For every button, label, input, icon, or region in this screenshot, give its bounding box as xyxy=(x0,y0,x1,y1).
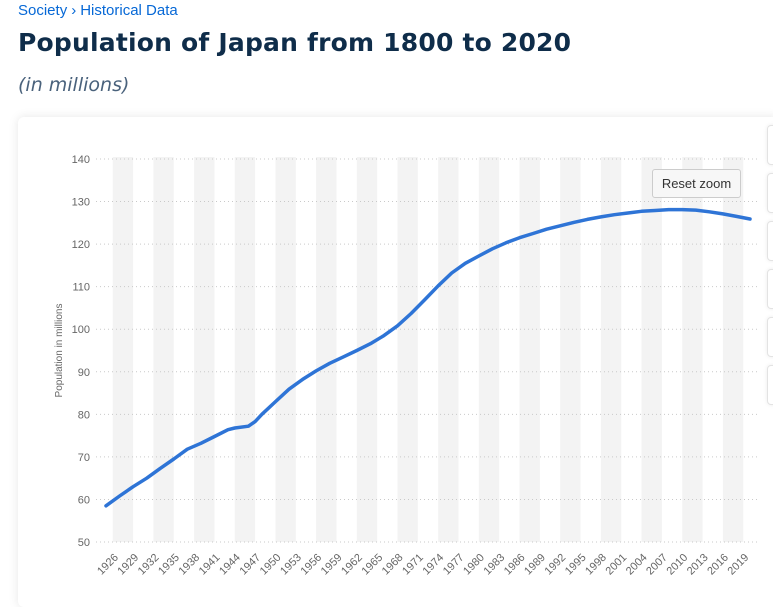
x-tick-label: 1950 xyxy=(258,552,284,578)
x-tick-label: 1992 xyxy=(543,552,569,578)
grid-band xyxy=(316,157,337,542)
population-chart[interactable]: 50 60 70 80 90 100 110 120 130 140 Population in m… xyxy=(18,117,773,607)
y-tick-label: 60 xyxy=(78,494,90,506)
x-tick-label: 1962 xyxy=(339,552,365,578)
side-tool-button[interactable] xyxy=(767,365,773,405)
side-tool-button[interactable] xyxy=(767,125,773,165)
breadcrumb-separator: › xyxy=(71,2,77,19)
reset-zoom-button[interactable]: Reset zoom xyxy=(652,169,741,198)
side-toolbar xyxy=(767,125,773,413)
x-tick-label: 1980 xyxy=(461,552,487,578)
x-tick-label: 2019 xyxy=(726,552,752,578)
x-tick-label: 1995 xyxy=(563,552,589,578)
grid-band xyxy=(112,157,134,542)
x-tick-label: 1932 xyxy=(136,552,162,578)
x-tick-label: 1935 xyxy=(156,552,182,578)
grid-band xyxy=(600,157,622,542)
x-tick-label: 1926 xyxy=(95,552,121,578)
x-tick-label: 1959 xyxy=(319,552,345,578)
x-tick-label: 1941 xyxy=(197,552,223,578)
x-tick-label: 1968 xyxy=(380,552,406,578)
x-tick-label: 1986 xyxy=(502,552,528,578)
x-tick-label: 1983 xyxy=(482,552,508,578)
grid-band xyxy=(682,157,703,542)
grid-band xyxy=(560,157,581,542)
page-title: Population of Japan from 1800 to 2020 xyxy=(18,28,572,57)
x-tick-label: 2016 xyxy=(705,552,731,578)
y-tick-label: 100 xyxy=(72,324,90,336)
breadcrumb-historical-data-link[interactable]: Historical Data xyxy=(80,2,178,19)
grid-band xyxy=(194,157,215,542)
x-tick-label: 1956 xyxy=(298,552,324,578)
y-tick-label: 110 xyxy=(72,282,90,294)
population-line xyxy=(104,207,752,508)
x-tick-label: 1953 xyxy=(278,552,304,578)
grid-band xyxy=(356,157,378,542)
x-tick-label: 2013 xyxy=(685,552,711,578)
grid-band xyxy=(641,157,662,542)
x-tick-label: 1989 xyxy=(522,552,548,578)
x-tick-label: 1974 xyxy=(420,552,446,578)
grid-band xyxy=(234,157,256,542)
x-tick-label: 2010 xyxy=(665,552,691,578)
grid-band xyxy=(438,157,459,542)
y-axis-title: Population in millions xyxy=(54,304,65,398)
breadcrumb-society-link[interactable]: Society xyxy=(18,2,68,19)
grid-band xyxy=(397,157,418,542)
side-tool-button[interactable] xyxy=(767,269,773,309)
x-tick-label: 1938 xyxy=(176,552,202,578)
x-tick-label: 1929 xyxy=(115,552,141,578)
x-tick-label: 1971 xyxy=(400,552,426,578)
side-tool-button[interactable] xyxy=(767,317,773,357)
x-tick-label: 1998 xyxy=(583,552,609,578)
y-tick-label: 70 xyxy=(78,452,90,464)
breadcrumb: Society › Historical Data xyxy=(18,2,178,19)
side-tool-button[interactable] xyxy=(767,221,773,261)
y-tick-label: 120 xyxy=(72,239,90,251)
y-tick-label: 140 xyxy=(72,154,90,166)
x-tick-label: 1965 xyxy=(359,552,385,578)
y-tick-label: 80 xyxy=(78,409,90,421)
grid-band xyxy=(153,157,174,542)
side-tool-button[interactable] xyxy=(767,173,773,213)
x-tick-label: 2007 xyxy=(644,552,670,578)
x-tick-label: 1944 xyxy=(217,552,243,578)
y-tick-label: 50 xyxy=(78,537,90,549)
y-tick-label: 90 xyxy=(78,367,90,379)
y-tick-label: 130 xyxy=(72,197,90,209)
x-tick-label: 1977 xyxy=(441,552,467,578)
chart-card: 50 60 70 80 90 100 110 120 130 140 Population in m… xyxy=(18,117,773,607)
x-tick-label: 2001 xyxy=(604,552,630,578)
x-tick-label: 1947 xyxy=(237,552,263,578)
grid-band xyxy=(519,157,540,542)
grid-band xyxy=(275,157,296,542)
x-tick-label: 2004 xyxy=(624,552,650,578)
grid-band xyxy=(722,157,744,542)
page-subtitle: (in millions) xyxy=(18,74,130,96)
grid-band xyxy=(478,157,500,542)
